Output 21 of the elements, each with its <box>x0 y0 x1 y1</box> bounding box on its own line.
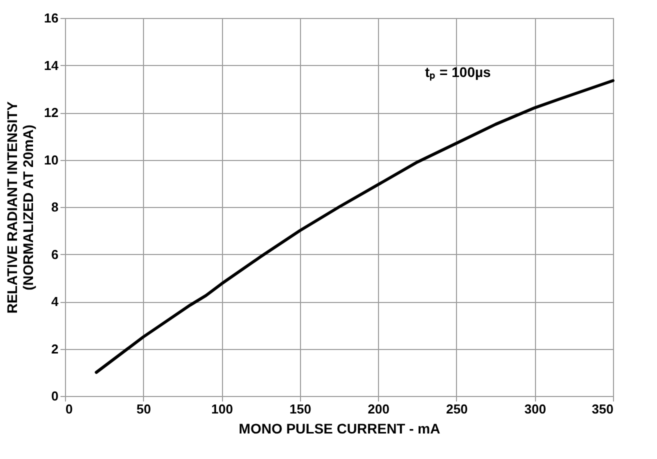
y-tick-label: 6 <box>51 246 58 262</box>
x-tick-label: 150 <box>290 402 312 416</box>
y-tick-label: 8 <box>51 200 58 214</box>
y-tick-label: 16 <box>44 10 58 26</box>
x-tick-label: 250 <box>446 402 468 416</box>
line-series <box>94 79 614 374</box>
x-tick-label: 300 <box>524 402 546 416</box>
y-tick-label: 12 <box>44 105 58 120</box>
y-tick-label: 10 <box>44 152 58 168</box>
x-tick-label: 50 <box>136 402 152 416</box>
x-tick-label: 200 <box>368 402 390 416</box>
x-axis-title: MONO PULSE CURRENT - mA <box>238 420 440 436</box>
y-tick-label: 14 <box>44 58 60 73</box>
y-tick-label: 0 <box>51 388 58 404</box>
x-tick-label: 100 <box>211 402 233 416</box>
y-tick-label: 4 <box>51 294 60 309</box>
x-tick-label: 350 <box>592 402 614 416</box>
annotation: tₚ = 100µs <box>425 64 492 81</box>
y-axis-title: RELATIVE RADIANT INTENSITY (NORMALIZED AT 20mA) <box>4 100 36 314</box>
y-tick-label: 2 <box>51 341 58 356</box>
x-tick-label: 0 <box>66 402 73 416</box>
